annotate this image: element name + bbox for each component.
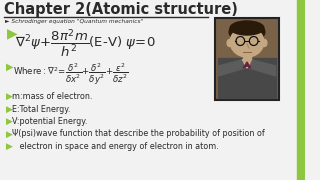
Text: ► Schrodinger equation "Quantum mechanics": ► Schrodinger equation "Quantum mechanic… bbox=[5, 19, 143, 24]
Polygon shape bbox=[249, 60, 276, 76]
Text: $\blacktriangleright$: $\blacktriangleright$ bbox=[4, 142, 14, 152]
Text: $\blacktriangleright$: $\blacktriangleright$ bbox=[4, 62, 15, 73]
Ellipse shape bbox=[230, 21, 264, 35]
Polygon shape bbox=[241, 60, 253, 68]
Text: $\blacktriangleright$: $\blacktriangleright$ bbox=[4, 92, 14, 102]
Text: $\nabla^2\psi\!+\!\dfrac{8\pi^2 m}{h^2}(\mathrm{E}\text{-}\mathrm{V})\ \psi\!=\!: $\nabla^2\psi\!+\!\dfrac{8\pi^2 m}{h^2}(… bbox=[15, 27, 156, 59]
Bar bbox=[297, 0, 305, 180]
Bar bbox=[218, 58, 276, 98]
Text: $\blacktriangleright$: $\blacktriangleright$ bbox=[4, 105, 14, 115]
Ellipse shape bbox=[262, 39, 267, 46]
Text: m:mass of electron.: m:mass of electron. bbox=[12, 92, 93, 101]
Bar bbox=[215, 18, 279, 100]
Polygon shape bbox=[243, 62, 251, 68]
Text: $\blacktriangleright$: $\blacktriangleright$ bbox=[4, 117, 14, 127]
Text: $\blacktriangleright$: $\blacktriangleright$ bbox=[4, 129, 14, 140]
Polygon shape bbox=[218, 60, 245, 76]
Text: Chapter 2(Atomic structure): Chapter 2(Atomic structure) bbox=[4, 2, 238, 17]
Ellipse shape bbox=[227, 39, 232, 46]
Text: $\blacktriangleright$: $\blacktriangleright$ bbox=[4, 28, 19, 42]
Ellipse shape bbox=[230, 27, 264, 57]
Bar bbox=[243, 55, 251, 62]
Text: electron in space and energy of electron in atom.: electron in space and energy of electron… bbox=[12, 142, 219, 151]
Text: Ψ(psi)wave function that describe the probability of position of: Ψ(psi)wave function that describe the pr… bbox=[12, 129, 265, 138]
Text: V:potential Energy.: V:potential Energy. bbox=[12, 117, 88, 126]
Ellipse shape bbox=[229, 22, 265, 42]
Text: $\mathrm{Where{:}}\nabla^2\!=\!\dfrac{\delta^2}{\delta x^2}\!+\!\dfrac{\delta^2}: $\mathrm{Where{:}}\nabla^2\!=\!\dfrac{\d… bbox=[13, 62, 129, 87]
Text: E:Total Energy.: E:Total Energy. bbox=[12, 105, 71, 114]
